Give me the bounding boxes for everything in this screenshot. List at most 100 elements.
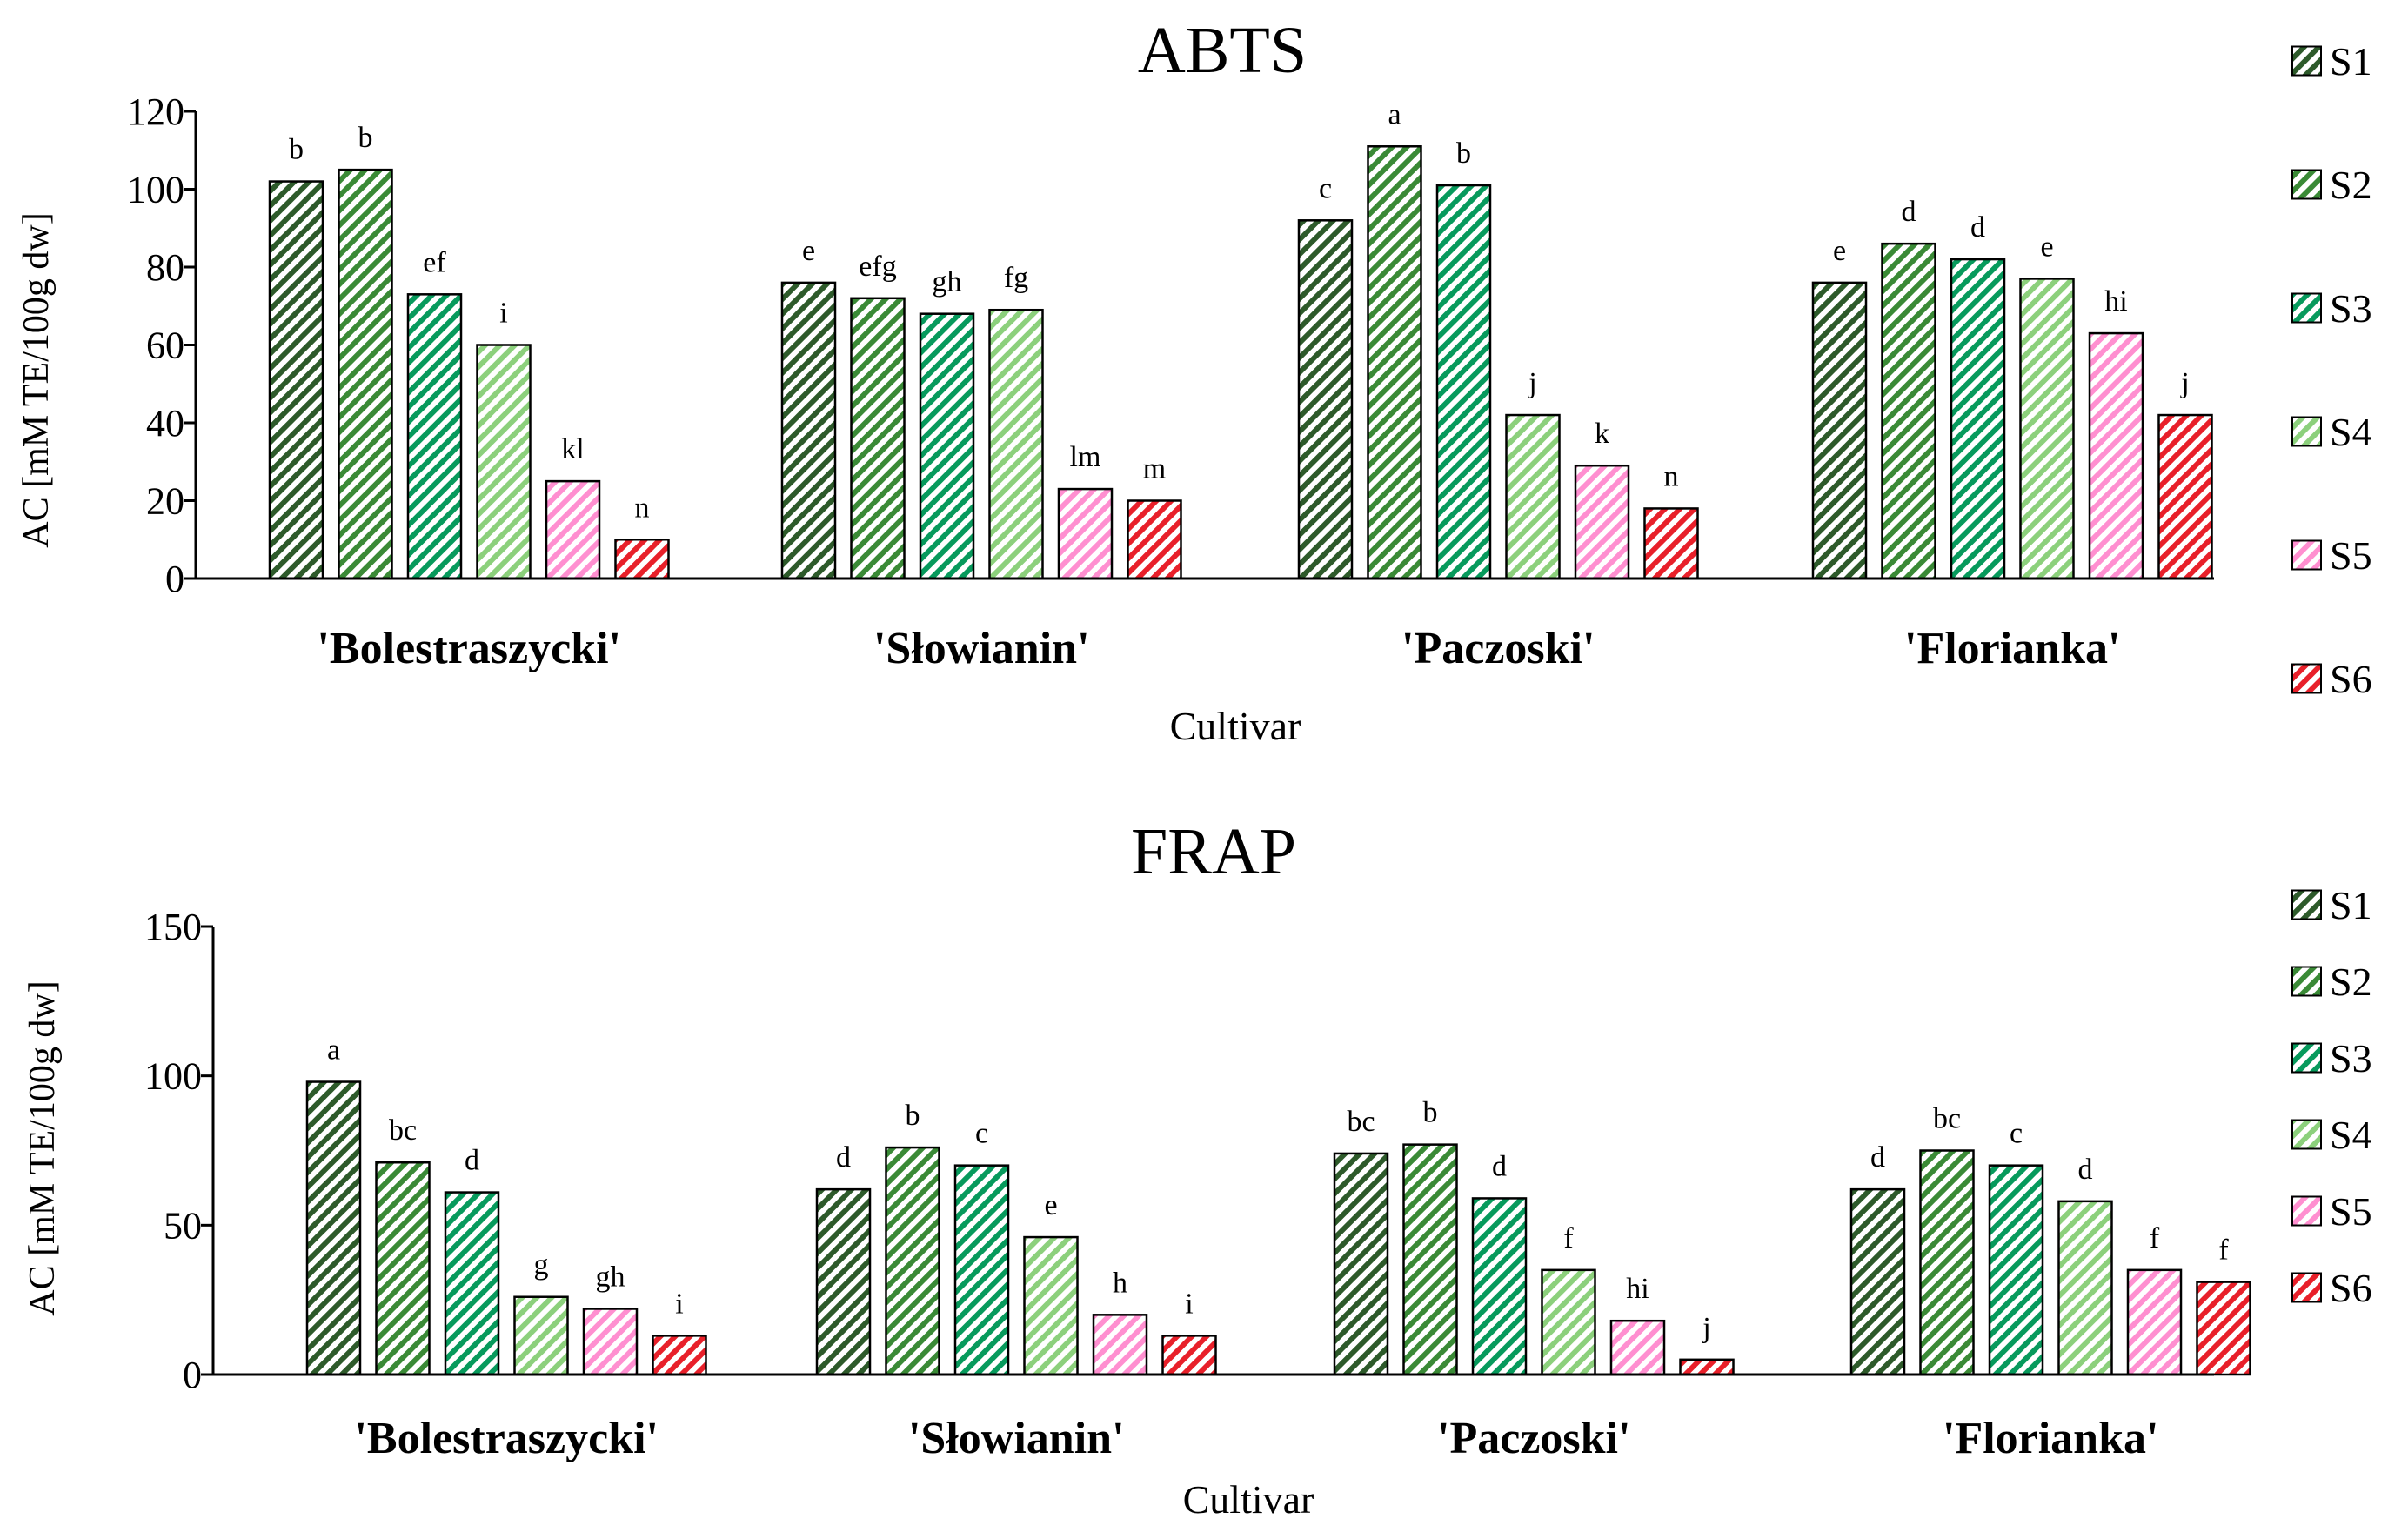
bar-s6 <box>614 539 670 580</box>
significance-letter: bc <box>1933 1103 1961 1135</box>
legend-label-s3: S3 <box>2330 286 2372 331</box>
legend-label-s5: S5 <box>2330 1189 2372 1234</box>
bar-s6 <box>1161 1335 1217 1376</box>
bar-s4 <box>1505 413 1561 580</box>
significance-letter: e <box>1833 235 1846 267</box>
significance-letter: d <box>836 1141 851 1174</box>
y-tick-label: 0 <box>165 558 184 600</box>
bar-s3 <box>1950 258 2006 580</box>
significance-letter: e <box>802 235 815 267</box>
significance-letter: bc <box>1347 1106 1375 1138</box>
bar-s2 <box>885 1146 940 1376</box>
legend-label-s5: S5 <box>2330 533 2372 578</box>
significance-letter: d <box>1970 211 1985 244</box>
x-axis-label: Cultivar <box>1183 1477 1314 1522</box>
legend-label-s1: S1 <box>2330 883 2372 927</box>
significance-letter: b <box>1423 1097 1438 1129</box>
chart-frap: FRAP AC [mM TE/100g dw] Cultivar 0 50 100 1… <box>23 815 2372 1522</box>
legend-swatch-s6 <box>2291 1272 2322 1303</box>
bar-s1 <box>1297 219 1354 580</box>
bar-s5 <box>545 479 601 580</box>
significance-letter: efg <box>859 251 896 283</box>
significance-letter: f <box>2218 1234 2229 1267</box>
bar-s1 <box>780 281 837 580</box>
significance-letter: b <box>358 122 373 154</box>
category-label: 'Florianka' <box>1904 624 2120 673</box>
y-tick-label: 60 <box>146 324 184 367</box>
bar-s5 <box>1574 464 1630 580</box>
legend-label-s2: S2 <box>2330 960 2372 1004</box>
bar-s6 <box>2157 413 2213 580</box>
bar-s1 <box>268 180 324 580</box>
category-label: 'Paczoski' <box>1401 624 1595 673</box>
y-tick-label: 50 <box>164 1204 202 1247</box>
y-tick-label: 40 <box>146 402 184 445</box>
significance-letter: c <box>975 1118 988 1150</box>
significance-letter: hi <box>1626 1273 1649 1305</box>
legend-swatch-s3 <box>2291 1042 2322 1074</box>
bar-s3 <box>919 312 975 580</box>
significance-letter: k <box>1595 418 1609 450</box>
significance-letter: a <box>1388 98 1401 130</box>
significance-letter: b <box>1456 137 1471 170</box>
bar-s6 <box>1127 499 1182 580</box>
y-axis-label: AC [mM TE/100g dw] <box>17 212 57 547</box>
bar-s6 <box>1679 1358 1735 1376</box>
significance-letter: gh <box>596 1261 625 1293</box>
category-label: 'Bolestraszycki' <box>354 1414 659 1463</box>
significance-letter: i <box>1185 1288 1193 1320</box>
significance-letter: i <box>499 298 507 330</box>
bar-s5 <box>1057 487 1114 580</box>
bar-s4 <box>2057 1200 2113 1376</box>
significance-letter: b <box>906 1100 920 1132</box>
legend-label-s6: S6 <box>2330 657 2372 701</box>
significance-letter: j <box>2180 367 2189 399</box>
bar-s6 <box>2196 1281 2251 1376</box>
bar-s4 <box>988 308 1044 580</box>
bar-s2 <box>1402 1143 1458 1376</box>
y-axis-label: AC [mM TE/100g dw] <box>23 980 63 1315</box>
chart-abts: ABTS AC [mM TE/100g dw] Cultivar 0 20 40 60… <box>17 14 2372 748</box>
bar-s2 <box>1881 242 1936 580</box>
bar-s1 <box>815 1187 872 1376</box>
significance-letter: c <box>2010 1118 2023 1150</box>
legend-swatch-s4 <box>2291 1119 2322 1150</box>
bar-s1 <box>1811 281 1868 580</box>
y-tick-label: 20 <box>146 480 184 523</box>
bar-s2 <box>1367 145 1422 580</box>
chart-title: ABTS <box>1138 14 1307 87</box>
significance-letter: f <box>2150 1222 2160 1254</box>
significance-letter: g <box>534 1249 549 1281</box>
legend: S1 S2 S3 S4 S5 S6 <box>2291 883 2372 1310</box>
legend-label-s4: S4 <box>2330 1113 2372 1157</box>
significance-letter: d <box>1902 196 1916 228</box>
bar-s3 <box>1988 1164 2044 1376</box>
bar-s3 <box>444 1191 500 1376</box>
significance-letter: j <box>1702 1312 1710 1344</box>
bar-s5 <box>1609 1319 1666 1376</box>
y-tick-label: 0 <box>183 1354 202 1396</box>
significance-letter: i <box>675 1288 683 1320</box>
legend-swatch-s2 <box>2291 169 2322 200</box>
bar-s4 <box>1023 1235 1079 1376</box>
category-label: 'Paczoski' <box>1437 1414 1630 1463</box>
bar-s4 <box>476 344 532 580</box>
legend-label-s1: S1 <box>2330 39 2372 84</box>
significance-letter: n <box>1664 460 1679 492</box>
significance-letter: kl <box>561 433 584 465</box>
significance-letter: m <box>1143 453 1166 485</box>
bar-s3 <box>1435 184 1492 580</box>
y-tick-label: 120 <box>127 90 184 133</box>
legend-label-s2: S2 <box>2330 163 2372 207</box>
significance-letter: f <box>1563 1222 1574 1254</box>
bar-s4 <box>2019 278 2075 580</box>
significance-letter: hi <box>2104 285 2127 318</box>
legend-swatch-s3 <box>2291 292 2322 324</box>
significance-letter: a <box>327 1034 340 1067</box>
significance-letter: e <box>2040 231 2053 263</box>
legend-label-s3: S3 <box>2330 1036 2372 1080</box>
legend-label-s6: S6 <box>2330 1266 2372 1310</box>
significance-letter: h <box>1113 1267 1127 1299</box>
chart-title: FRAP <box>1131 815 1296 888</box>
